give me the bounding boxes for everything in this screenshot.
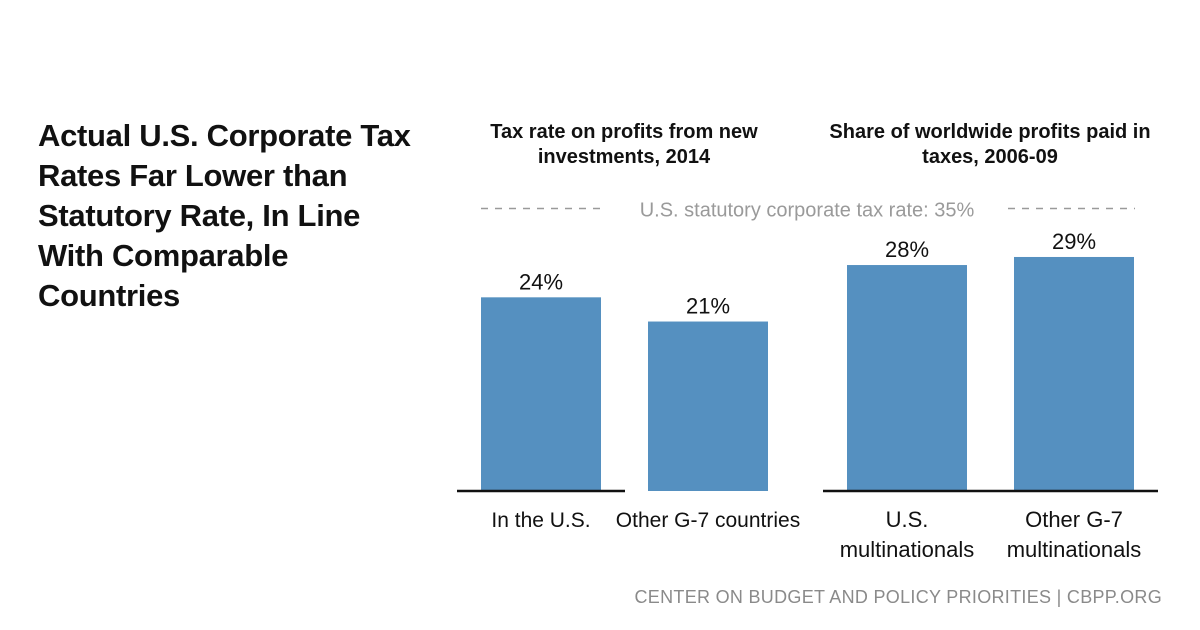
bar-1-0 (847, 265, 967, 491)
data-label-1-0: 28% (885, 237, 929, 262)
chart-title-right: Share of worldwide profits paid in taxes… (829, 121, 1151, 168)
category-label-1-0: U.S. multinationals (840, 507, 975, 562)
headline: Actual U.S. Corporate Tax Rates Far Lowe… (38, 118, 411, 313)
reference-line-group: U.S. statutory corporate tax rate: 35% (481, 200, 1135, 222)
category-label-1-1: Other G-7 multinationals (1007, 507, 1142, 562)
reference-line-label: U.S. statutory corporate tax rate: 35% (640, 200, 975, 222)
data-label-0-0: 24% (519, 269, 563, 294)
bars-group: 24% In the U.S. 21% Other G-7 countries 28% U… (481, 229, 1141, 562)
data-label-0-1: 21% (686, 294, 730, 319)
data-label-1-1: 29% (1052, 229, 1096, 254)
bar-0-1 (648, 321, 768, 491)
bar-0-0 (481, 297, 601, 491)
category-label-0-1: Other G-7 countries (616, 509, 800, 532)
bar-1-1 (1014, 256, 1134, 491)
chart-title-left: Tax rate on profits from new investments… (490, 121, 758, 168)
category-label-0-0: In the U.S. (491, 509, 590, 532)
source-credit: CENTER ON BUDGET AND POLICY PRIORITIES |… (634, 587, 1162, 607)
